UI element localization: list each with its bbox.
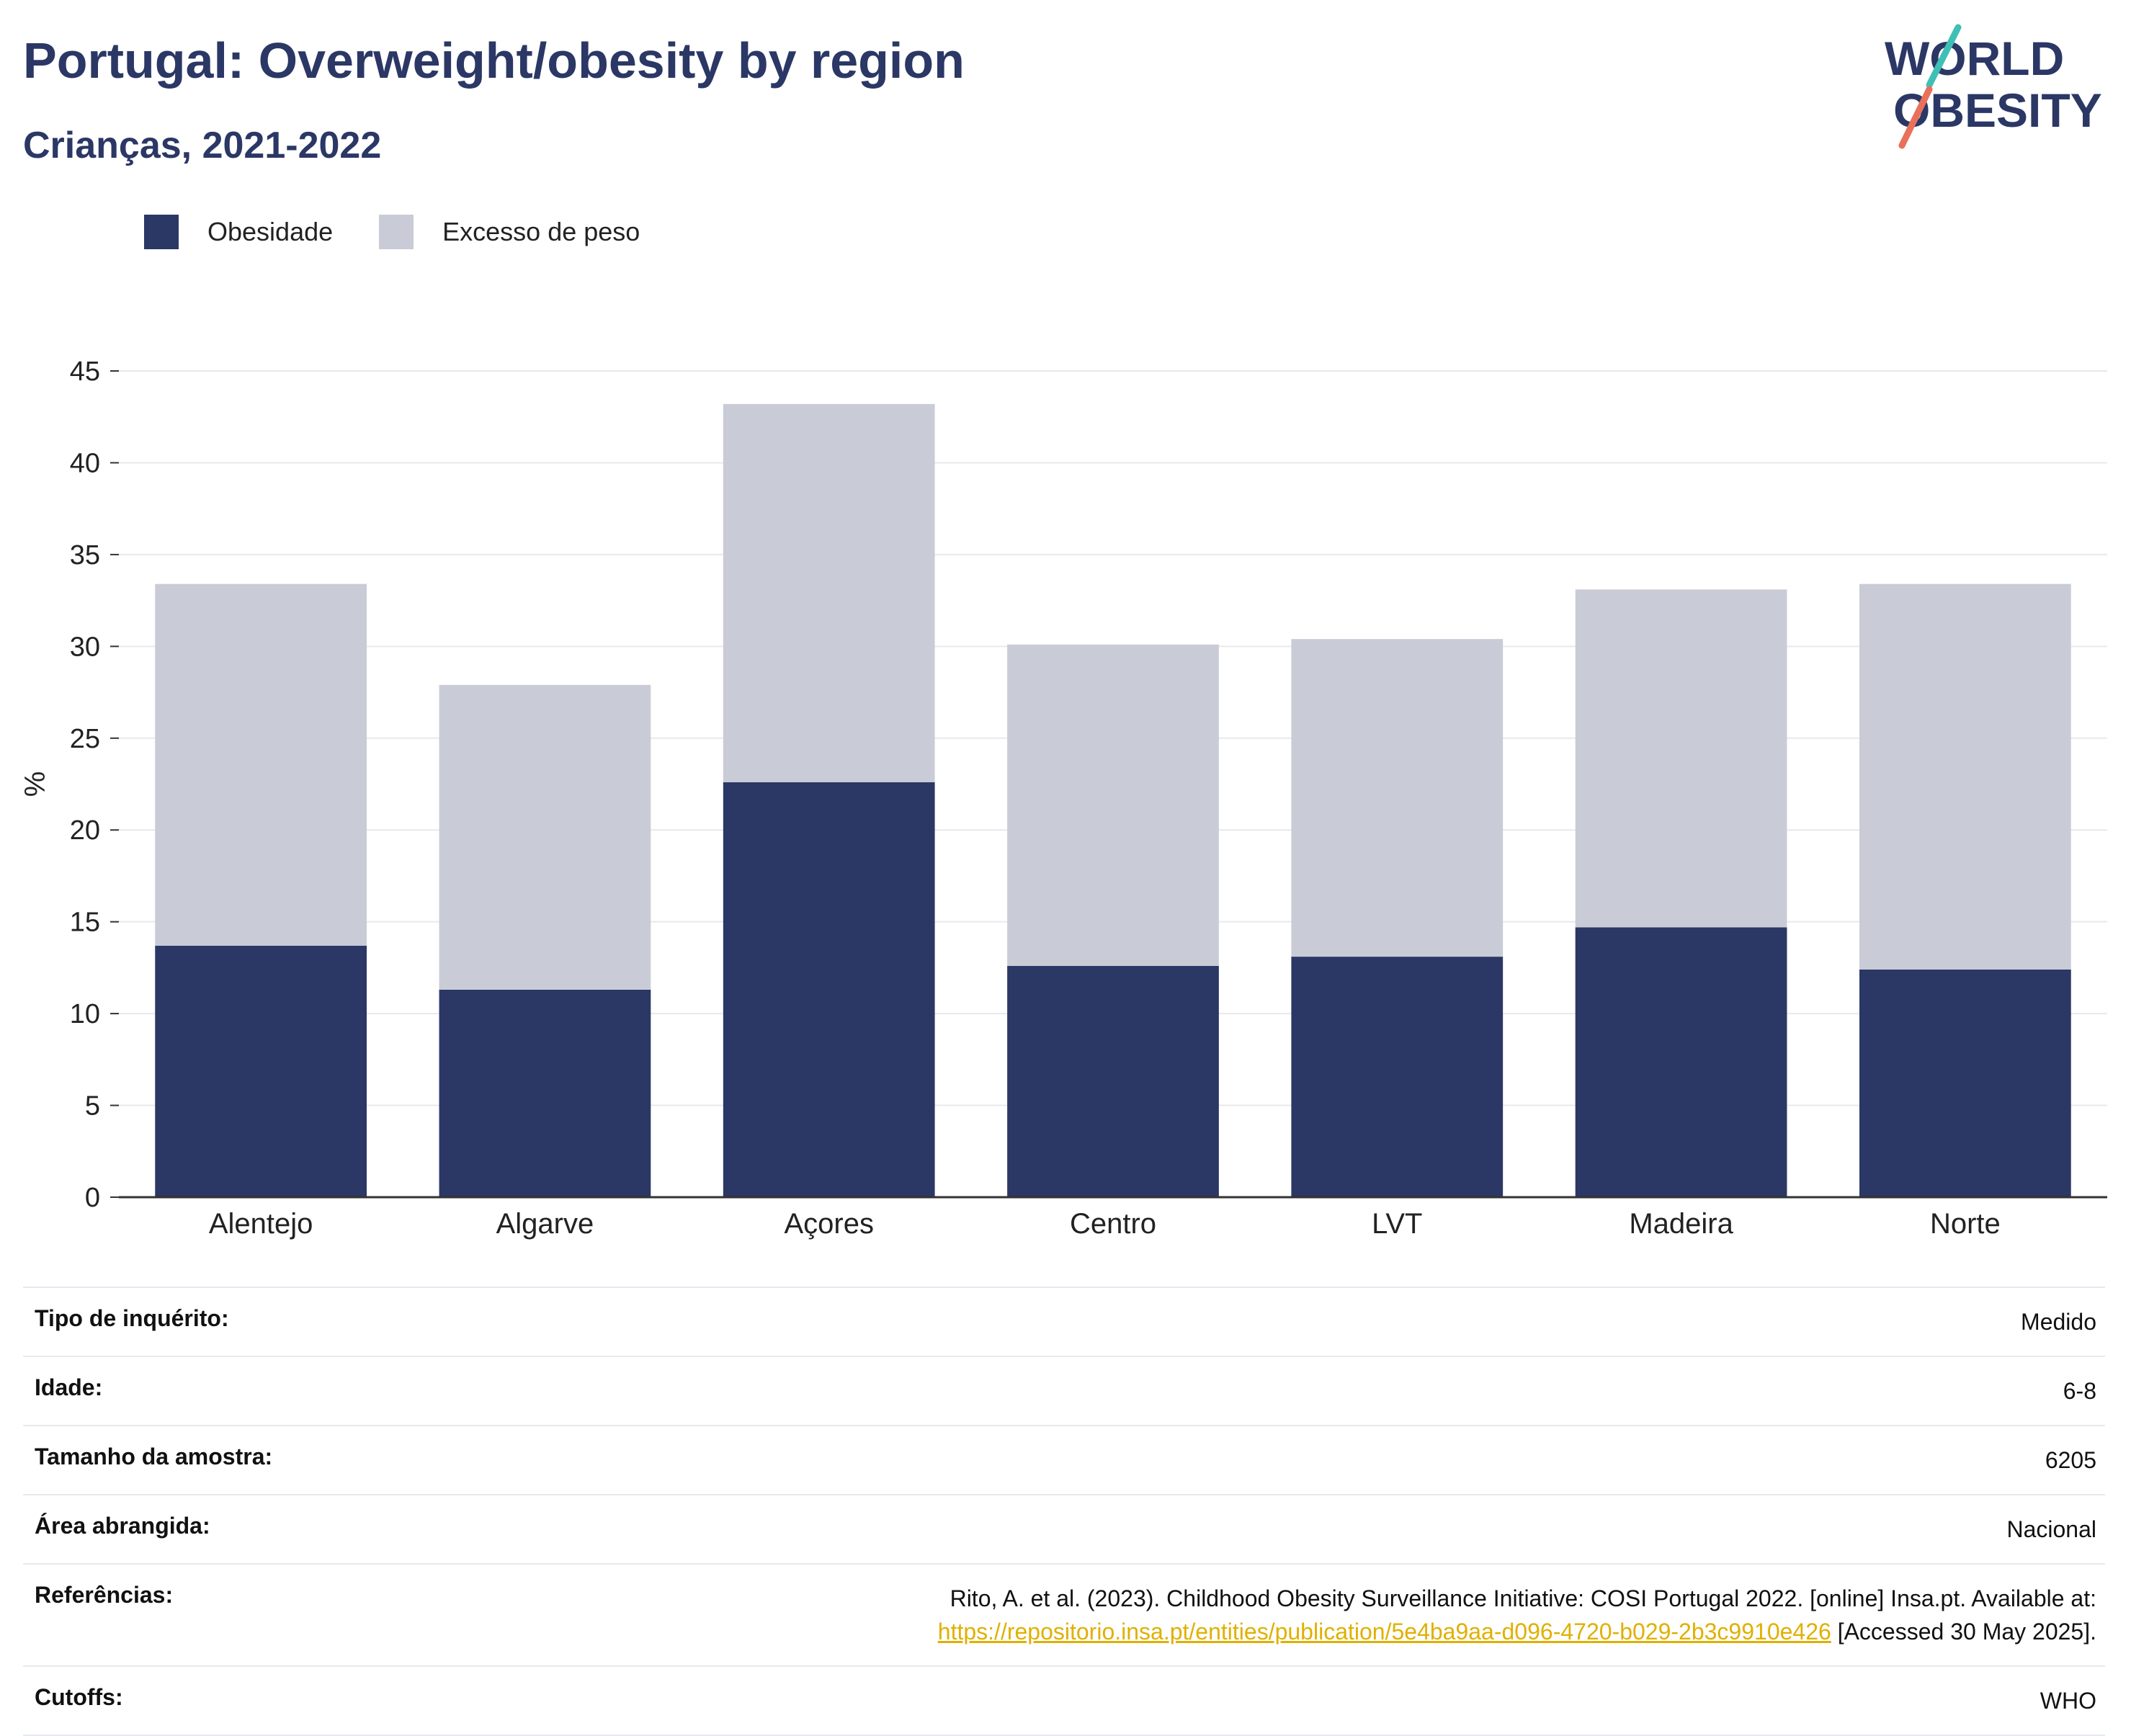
stacked-bar-chart: 0 5 10 15 20 25 30 35 40 45% Alentejo Algarve Açores…	[19, 357, 2107, 1240]
legend-item-obesidade: Obesidade	[144, 215, 333, 249]
y-tick-label: 40	[70, 448, 100, 478]
y-tick-label: 15	[70, 908, 100, 938]
info-label-references: Referências:	[23, 1563, 346, 1666]
reference-accessed: [Accessed 30 May 2025].	[1831, 1619, 2096, 1645]
info-label-area: Área abrangida:	[23, 1494, 346, 1564]
world-obesity-logo: WORLD OBESITY	[1885, 24, 2102, 149]
bar-excesso-de-peso-algarve	[439, 684, 651, 990]
info-value-survey-type: Medido	[346, 1287, 2105, 1356]
x-tick-label: Algarve	[496, 1208, 594, 1240]
reference-citation: Rito, A. et al. (2023). Childhood Obesit…	[950, 1585, 2096, 1611]
x-tick-label: LVT	[1372, 1208, 1422, 1240]
x-tick-label: Alentejo	[209, 1208, 313, 1240]
y-tick-label: 30	[70, 632, 100, 662]
bar-obesidade-açores	[723, 782, 935, 1197]
logo-slash-coral	[1898, 86, 1933, 149]
info-value-area: Nacional	[346, 1494, 2105, 1564]
x-tick-label: Centro	[1070, 1208, 1156, 1240]
x-tick-label: Açores	[784, 1208, 874, 1240]
bar-excesso-de-peso-alentejo	[155, 583, 367, 946]
info-value-references: Rito, A. et al. (2023). Childhood Obesit…	[346, 1563, 2105, 1666]
legend-label-obesidade: Obesidade	[207, 217, 334, 246]
bar-obesidade-alentejo	[155, 945, 367, 1197]
info-label-cutoffs: Cutoffs:	[23, 1665, 346, 1736]
info-value-sample-size: 6205	[346, 1425, 2105, 1495]
bar-obesidade-norte	[1859, 969, 2071, 1197]
legend-swatch-excesso-de-peso	[379, 215, 414, 249]
y-tick-label: 25	[70, 724, 100, 754]
y-tick-label: 5	[85, 1091, 100, 1122]
bar-excesso-de-peso-lvt	[1291, 639, 1504, 957]
info-row-cutoffs: Cutoffs: WHO	[23, 1665, 2105, 1736]
chart-axes: 0 5 10 15 20 25 30 35 40 45% Alentejo Algarve Açores…	[19, 357, 2107, 1240]
x-tick-label: Madeira	[1629, 1208, 1733, 1240]
page-title: Portugal: Overweight/obesity by region	[23, 32, 965, 89]
logo-slash-teal	[1926, 24, 1962, 89]
info-label-survey-type: Tipo de inquérito:	[23, 1287, 346, 1356]
y-tick-label: 35	[70, 540, 100, 571]
info-label-sample-size: Tamanho da amostra:	[23, 1425, 346, 1495]
y-axis-label: %	[19, 771, 51, 797]
bar-obesidade-madeira	[1575, 927, 1787, 1197]
bar-obesidade-algarve	[439, 989, 651, 1197]
info-label-age: Idade:	[23, 1356, 346, 1426]
bar-excesso-de-peso-norte	[1859, 583, 2071, 970]
page-subtitle: Crianças, 2021-2022	[23, 125, 382, 166]
y-tick-label: 0	[85, 1183, 100, 1213]
chart-legend: Obesidade Excesso de peso	[144, 213, 686, 251]
bar-excesso-de-peso-centro	[1007, 644, 1219, 966]
chart-bars	[155, 403, 2071, 1197]
info-row-sample-size: Tamanho da amostra: 6205	[23, 1425, 2105, 1495]
bar-obesidade-centro	[1007, 965, 1219, 1197]
reference-link[interactable]: https://repositorio.insa.pt/entities/pub…	[937, 1619, 1831, 1645]
info-row-survey-type: Tipo de inquérito: Medido	[23, 1287, 2105, 1356]
bar-obesidade-lvt	[1291, 957, 1504, 1197]
bar-excesso-de-peso-madeira	[1575, 589, 1787, 928]
y-tick-label: 10	[70, 999, 100, 1029]
logo-line-2: OBESITY	[1893, 84, 2102, 137]
legend-swatch-obesidade	[144, 215, 179, 249]
survey-info-table: Tipo de inquérito: Medido Idade: 6-8 Tam…	[23, 1287, 2105, 1736]
info-value-age: 6-8	[346, 1356, 2105, 1426]
info-value-cutoffs: WHO	[346, 1665, 2105, 1736]
legend-label-excesso-de-peso: Excesso de peso	[442, 217, 640, 246]
bar-excesso-de-peso-açores	[723, 403, 935, 782]
info-row-age: Idade: 6-8	[23, 1356, 2105, 1426]
y-tick-label: 45	[70, 357, 100, 387]
info-row-area: Área abrangida: Nacional	[23, 1494, 2105, 1564]
logo-line-1: WORLD	[1885, 32, 2064, 85]
y-tick-label: 20	[70, 815, 100, 846]
legend-item-excesso-de-peso: Excesso de peso	[379, 215, 640, 249]
x-tick-label: Norte	[1930, 1208, 2001, 1240]
info-row-references: Referências: Rito, A. et al. (2023). Chi…	[23, 1563, 2105, 1666]
